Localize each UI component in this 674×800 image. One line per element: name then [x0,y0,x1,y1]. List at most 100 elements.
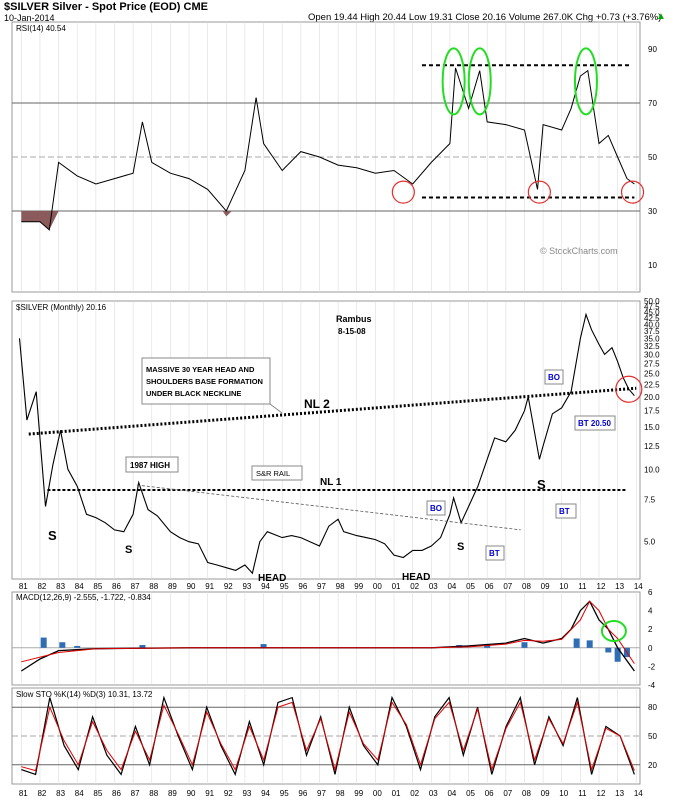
sto-xtick-04: 04 [447,789,456,798]
price-ytick-7.5: 7.5 [644,495,656,504]
sr-rail-box [251,465,303,481]
rsi-green-oval-2 [467,47,492,116]
price-xtick-06: 06 [485,582,494,591]
price-ytick-12.5: 12.5 [644,442,660,451]
sto-xtick-11: 11 [578,789,587,798]
sto-xtick-14: 14 [634,789,643,798]
price-xtick-07: 07 [503,582,512,591]
price-ytick-47.5: 47.5 [644,302,660,311]
neckline-1-label: NL 1 [320,477,342,488]
rsi-red-circle-2 [527,180,551,204]
sto-xtick-89: 89 [168,789,177,798]
backtest-s-label: BT [559,507,570,516]
macd-green-oval [600,620,627,643]
breakout-1-label: BO [430,504,442,513]
sto-xtick-90: 90 [187,789,196,798]
sto-xtick-07: 07 [503,789,512,798]
rsi-ytick-30: 30 [648,207,657,216]
price-xtick-82: 82 [37,582,46,591]
price-xtick-05: 05 [466,582,475,591]
sto-xtick-10: 10 [559,789,568,798]
formation-note-line-2: SHOULDERS BASE FORMATION [146,377,263,386]
price-xtick-03: 03 [429,582,438,591]
price-xtick-98: 98 [336,582,345,591]
price-line [18,312,635,575]
rsi-oversold-fill [21,211,59,230]
rsi-ytick-70: 70 [648,99,657,108]
macd-ytick-4: 4 [648,607,653,616]
price-ytick-27.5: 27.5 [644,359,660,368]
sto-xtick-97: 97 [317,789,326,798]
sto-xtick-12: 12 [597,789,606,798]
backtest-2050-label-box [574,415,616,431]
macd-ytick-6: 6 [648,588,653,597]
formation-note-line-1: MASSIVE 30 YEAR HEAD AND [146,365,255,374]
author-date: 8-15-08 [338,327,366,336]
macd-hist-bar [586,640,593,648]
price-xtick-89: 89 [168,582,177,591]
price-ytick-32.5: 32.5 [644,342,660,351]
price-ytick-30: 30.0 [644,350,660,359]
price-xtick-99: 99 [354,582,363,591]
rsi-red-circle-1 [391,180,415,204]
sto-xtick-96: 96 [298,789,307,798]
sto-xtick-86: 86 [112,789,121,798]
formation-note-box [141,357,271,405]
price-ytick-45: 45.0 [644,308,660,317]
sto-series-pct-d [21,700,635,772]
price-ytick-50: 50.0 [644,297,660,306]
price-xtick-01: 01 [392,582,401,591]
sto-xtick-83: 83 [56,789,65,798]
sto-ytick-50: 50 [648,732,657,741]
backtest-s-label-box [555,503,577,519]
high-1987-label: 1987 HIGH [130,461,170,470]
breakout-1-label-box [426,500,446,516]
price-xtick-14: 14 [634,582,643,591]
price-xtick-83: 83 [56,582,65,591]
rsi-line [21,67,635,231]
head-2-label: HEAD [402,572,430,583]
sto-xtick-08: 08 [522,789,531,798]
macd-hist-bar [605,647,612,653]
macd-hist-bar [40,637,47,648]
price-xtick-94: 94 [261,582,270,591]
chart-date: 10-Jan-2014 [4,13,55,23]
price-xtick-95: 95 [280,582,289,591]
macd-hist-bar [59,642,66,648]
sto-xtick-00: 00 [373,789,382,798]
author-label: Rambus [336,314,372,324]
price-xtick-93: 93 [242,582,251,591]
left-shoulder-1-label: S [48,528,57,543]
price-xtick-91: 91 [205,582,214,591]
breakout-2-label-box [544,369,564,385]
macd-title: MACD(12,26,9) -2.555, -1.722, -0.834 [16,593,151,602]
macd-ytick--2: -2 [648,662,656,671]
price-xtick-08: 08 [522,582,531,591]
head-1-label: HEAD [258,573,286,584]
backtest-2050-label: BT 20.50 [578,419,611,428]
sto-xtick-95: 95 [280,789,289,798]
backtest-1-label: BT [489,549,500,558]
left-shoulder-2-label: S [125,544,132,556]
up-arrow-icon: ▲ [656,11,666,22]
sto-xtick-91: 91 [205,789,214,798]
price-xtick-88: 88 [149,582,158,591]
sto-xtick-94: 94 [261,789,270,798]
price-xtick-81: 81 [19,582,28,591]
sto-xtick-13: 13 [615,789,624,798]
price-ytick-17.5: 17.5 [644,407,660,416]
price-panel [11,300,641,580]
sto-ytick-20: 20 [648,761,657,770]
rsi-ytick-50: 50 [648,153,657,162]
sto-xtick-01: 01 [392,789,401,798]
price-xtick-97: 97 [317,582,326,591]
price-ytick-35: 35.0 [644,334,660,343]
chart-title: $SILVER Silver - Spot Price (EOD) CME [4,1,208,13]
macd-ytick-0: 0 [648,644,653,653]
price-title: $SILVER (Monthly) 20.16 [16,303,107,312]
sto-xtick-82: 82 [37,789,46,798]
price-ytick-25: 25.0 [644,369,660,378]
sto-xtick-88: 88 [149,789,158,798]
sto-xtick-98: 98 [336,789,345,798]
